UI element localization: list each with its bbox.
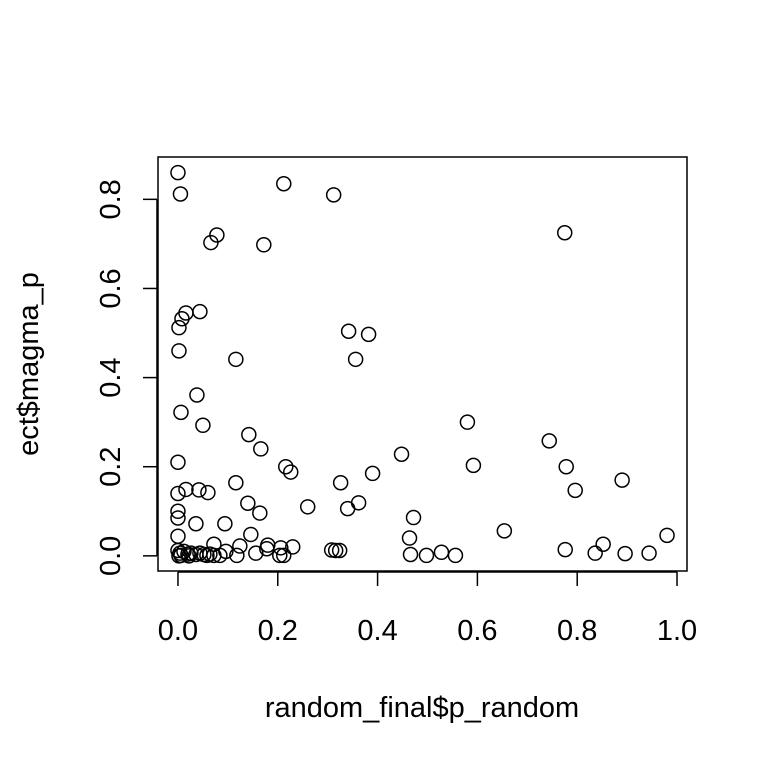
data-point <box>173 547 189 564</box>
data-point <box>282 464 299 480</box>
data-point <box>188 516 204 532</box>
data-point <box>203 234 219 251</box>
plot-frame <box>157 156 688 572</box>
data-point <box>171 343 187 359</box>
data-point <box>401 530 418 546</box>
y-tick-label: 0.8 <box>95 179 127 219</box>
data-point <box>418 547 435 564</box>
data-point <box>459 414 476 430</box>
x-tick-label: 0.4 <box>357 615 397 647</box>
data-point <box>641 545 657 561</box>
data-point <box>447 547 464 564</box>
data-point <box>276 547 292 564</box>
data-point <box>228 475 244 491</box>
data-point <box>614 472 630 488</box>
data-point <box>278 458 294 475</box>
data-point <box>170 164 186 181</box>
data-point <box>465 457 482 474</box>
data-point <box>170 510 186 526</box>
x-tick-label: 0.0 <box>158 615 198 647</box>
data-point <box>170 454 186 471</box>
data-point <box>241 426 257 443</box>
data-point <box>170 485 186 502</box>
data-point <box>541 433 558 449</box>
data-point <box>364 465 381 482</box>
data-point <box>256 237 272 253</box>
data-point <box>181 548 197 564</box>
y-tick-label: 0.4 <box>95 357 127 397</box>
data-point <box>191 482 207 498</box>
data-point <box>332 475 349 491</box>
data-point <box>595 536 611 553</box>
data-point <box>360 326 377 343</box>
data-point <box>217 516 233 532</box>
data-point <box>587 545 603 561</box>
y-axis: 0.0 0.2 0.4 0.6 0.8 <box>95 179 158 576</box>
data-point <box>253 441 269 457</box>
data-point <box>200 484 216 501</box>
data-point <box>248 545 264 561</box>
y-tick-label: 0.0 <box>95 536 127 576</box>
y-tick-label: 0.2 <box>95 447 127 487</box>
data-point <box>327 542 344 559</box>
data-point <box>556 225 573 241</box>
data-point <box>405 509 422 526</box>
data-point <box>496 523 513 539</box>
data-point <box>299 499 316 515</box>
data-point <box>284 539 301 555</box>
data-point <box>272 547 288 564</box>
x-tick-label: 0.8 <box>557 615 597 647</box>
data-point <box>171 319 187 336</box>
x-axis: 0.0 0.2 0.4 0.6 0.8 1.0 <box>158 571 697 647</box>
data-point <box>567 482 583 499</box>
data-point <box>347 351 364 368</box>
data-point <box>192 303 208 320</box>
data-point <box>195 417 211 434</box>
data-point <box>557 541 573 558</box>
data-point <box>393 446 410 462</box>
data-point <box>659 527 675 544</box>
data-point <box>170 503 186 520</box>
data-point <box>276 175 292 192</box>
data-point <box>232 538 248 554</box>
y-axis-label: ect$magma_p <box>13 272 45 456</box>
data-point <box>173 404 189 421</box>
data-points <box>170 164 675 564</box>
data-point <box>176 543 192 560</box>
data-point <box>172 186 189 202</box>
y-tick-label: 0.6 <box>95 268 127 308</box>
data-point <box>243 526 259 543</box>
data-point <box>617 545 633 562</box>
x-axis-label: random_final$p_random <box>265 692 579 724</box>
data-point <box>325 187 342 203</box>
x-tick-label: 1.0 <box>657 615 697 647</box>
data-point <box>273 540 289 556</box>
x-tick-label: 0.6 <box>457 615 497 647</box>
data-point <box>178 481 194 498</box>
x-tick-label: 0.2 <box>258 615 298 647</box>
data-point <box>558 458 574 475</box>
data-point <box>331 542 348 559</box>
data-point <box>252 505 268 521</box>
data-point <box>240 495 256 512</box>
data-point <box>229 547 245 564</box>
data-point <box>340 323 357 339</box>
data-point <box>218 543 234 560</box>
data-point <box>189 387 205 403</box>
data-point <box>228 351 244 368</box>
data-point <box>339 500 356 517</box>
data-point <box>174 311 190 327</box>
data-point <box>402 546 419 563</box>
